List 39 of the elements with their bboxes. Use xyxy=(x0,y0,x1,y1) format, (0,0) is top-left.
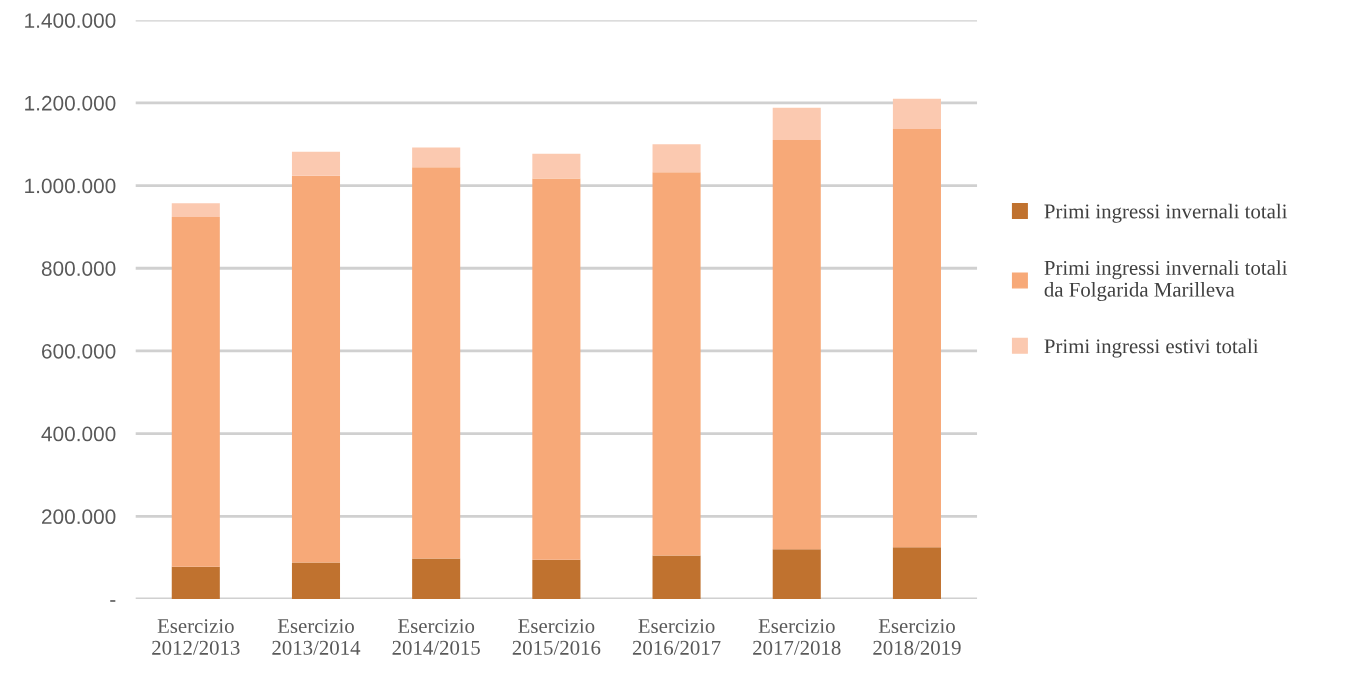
y-tick-label: 1.400.000 xyxy=(25,13,116,28)
bar xyxy=(412,558,461,599)
legend-label: Primi ingressi invernali totali xyxy=(1044,203,1288,223)
x-tick-label: Esercizio 2016/2017 xyxy=(632,619,721,655)
bar xyxy=(652,144,701,173)
y-tick-label: 800.000 xyxy=(41,261,116,276)
y-tick-label: - xyxy=(110,600,116,602)
bar xyxy=(291,151,341,176)
bar xyxy=(171,203,220,217)
bar xyxy=(291,562,341,599)
legend-label: Primi ingressi estivi totali xyxy=(1044,338,1259,358)
y-tick-label: 1.200.000 xyxy=(25,95,116,111)
legend-label: Primi ingressi invernali totali da Folgarida Marilleva xyxy=(1044,260,1288,302)
bar xyxy=(532,178,581,560)
bar xyxy=(171,566,220,599)
bar xyxy=(772,107,821,141)
x-tick-label: Esercizio 2015/2016 xyxy=(512,619,601,655)
x-tick-label: Esercizio 2018/2019 xyxy=(873,619,961,655)
x-tick-label: Esercizio 2017/2018 xyxy=(753,619,841,655)
bar xyxy=(892,128,941,548)
bar xyxy=(532,153,581,179)
bar xyxy=(412,147,461,168)
y-tick-label: 400.000 xyxy=(41,426,116,442)
y-tick-label: 600.000 xyxy=(42,343,116,359)
x-tick-label: Esercizio 2012/2013 xyxy=(152,619,240,655)
y-tick-label: 200.000 xyxy=(42,509,116,525)
bar xyxy=(291,175,341,563)
bar xyxy=(772,549,821,599)
bar xyxy=(652,172,701,556)
bar xyxy=(892,547,941,599)
bar xyxy=(171,216,220,567)
bar xyxy=(892,98,941,129)
x-tick-label: Esercizio 2014/2015 xyxy=(392,619,480,655)
bar xyxy=(412,167,461,559)
bar xyxy=(772,140,821,550)
bar xyxy=(532,559,581,599)
y-tick-label: 1.000.000 xyxy=(25,178,116,194)
x-tick-label: Esercizio 2013/2014 xyxy=(272,619,361,655)
bar xyxy=(652,555,701,599)
